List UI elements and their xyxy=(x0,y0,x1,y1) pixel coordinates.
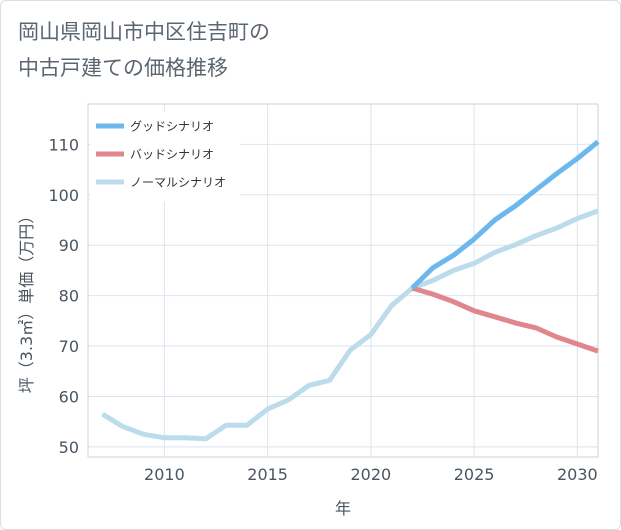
y-tick-label: 110 xyxy=(48,135,79,154)
x-tick-label: 2010 xyxy=(144,465,185,484)
x-tick-label: 2025 xyxy=(454,465,495,484)
y-tick-label: 70 xyxy=(59,337,79,356)
x-axis-label: 年 xyxy=(335,499,351,518)
series-line-0 xyxy=(410,139,600,290)
x-tick-label: 2030 xyxy=(557,465,598,484)
series-line-2 xyxy=(101,208,599,442)
plot-border xyxy=(87,103,599,458)
series-line-1 xyxy=(411,285,599,354)
legend-label-1: バッドシナリオ xyxy=(130,148,214,162)
y-tick-label: 100 xyxy=(48,186,79,205)
y-tick-label: 50 xyxy=(59,438,79,457)
legend-label-0: グッドシナリオ xyxy=(130,120,214,134)
title-line-2: 中古戸建ての価格推移 xyxy=(18,56,228,80)
y-axis-label: 坪（3.3㎡）単価（万円） xyxy=(17,208,36,393)
series-layer xyxy=(101,139,600,442)
x-tick-label: 2015 xyxy=(247,465,288,484)
grid xyxy=(88,104,598,457)
chart-title: 岡山県岡山市中区住吉町の 中古戸建ての価格推移 xyxy=(18,14,270,86)
legend-label-2: ノーマルシナリオ xyxy=(130,176,226,190)
y-tick-label: 80 xyxy=(59,287,79,306)
x-tick-label: 2020 xyxy=(351,465,392,484)
y-tick-labels: 50 60 70 80 90 100 110 xyxy=(48,135,79,457)
title-line-1: 岡山県岡山市中区住吉町の xyxy=(18,20,270,44)
y-tick-label: 90 xyxy=(59,236,79,255)
x-tick-labels: 2010 2015 2020 2025 2030 xyxy=(144,465,598,484)
y-tick-label: 60 xyxy=(59,387,79,406)
